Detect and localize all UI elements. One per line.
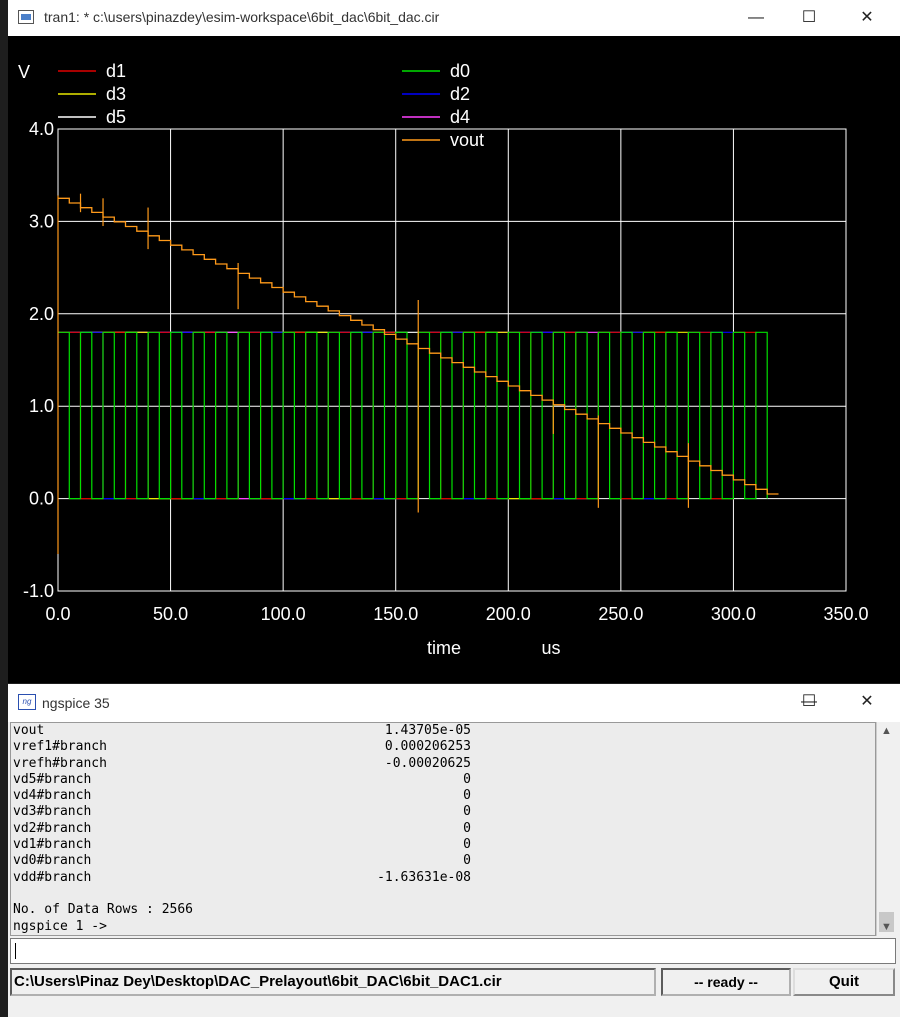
vector-value: 0 [463,771,471,787]
vector-name: vref1#branch [13,739,107,755]
legend-label-d2: d2 [450,84,470,104]
vector-value: 0.000206253 [384,739,471,755]
x-axis-label: time [427,638,461,658]
vector-value: 0 [463,820,471,836]
x-tick-label: 300.0 [711,604,756,624]
output-row: vd0#branch 0 [11,853,875,869]
plot-window-titlebar[interactable]: tran1: * c:\users\pinazdey\esim-workspac… [8,0,900,36]
scroll-down-icon[interactable]: ▼ [881,921,892,933]
ngspice-prompt: ngspice 1 -> [13,918,107,934]
ngspice-app-icon: ng [18,694,36,710]
y-tick-label: 3.0 [29,211,54,231]
status-path: C:\Users\Pinaz Dey\Desktop\DAC_Prelayout… [10,968,656,996]
y-tick-label: -1.0 [23,581,54,601]
y-tick-label: 2.0 [29,304,54,324]
output-row: vd5#branch 0 [11,772,875,788]
x-tick-label: 150.0 [373,604,418,624]
series-line-d0 [58,331,768,500]
plot-window-title: tran1: * c:\users\pinazdey\esim-workspac… [44,9,440,25]
vector-name: vout [13,723,45,738]
waveform-plot[interactable]: 0.0 50.0 100.0 150.0 200.0 250.0 300.0 350.0 4.0… [8,36,900,683]
vector-value: 0 [463,788,471,804]
output-row: vd2#branch 0 [11,821,875,837]
minimize-button[interactable]: — [748,9,764,26]
output-row: vrefh#branch -0.00020625 [11,756,875,772]
data-rows-line: No. of Data Rows : 2566 [13,902,194,918]
legend-label-d3: d3 [106,84,126,104]
output-row: vref1#branch 0.000206253 [11,739,875,755]
command-input[interactable] [10,938,896,964]
ngspice-maximize-button[interactable]: ☐ [801,693,817,710]
output-row: vout 1.43705e-05 [11,723,875,739]
status-ready: -- ready -- [661,968,791,996]
vector-value: 0 [463,853,471,869]
vector-value: -0.00020625 [384,755,471,771]
legend-label-vout: vout [450,130,484,150]
y-axis-label: V [18,62,30,82]
scroll-thumb[interactable] [879,912,894,932]
legend-label-d4: d4 [450,107,470,127]
vector-value: 1.43705e-05 [384,723,471,738]
legend-label-d5: d5 [106,107,126,127]
close-button[interactable]: ✕ [860,9,874,26]
output-row: vd4#branch 0 [11,788,875,804]
maximize-button[interactable]: ☐ [801,9,817,26]
vector-name: vrefh#branch [13,755,107,771]
x-tick-label: 100.0 [261,604,306,624]
ngspice-titlebar[interactable]: ng ngspice 35 — ☐ ✕ [8,684,900,722]
x-tick-label: 350.0 [823,604,868,624]
y-tick-label: 0.0 [29,489,54,509]
ngspice-window: ng ngspice 35 — ☐ ✕ vout 1.43705e-05 vref1… [8,684,900,1017]
plot-window-app-icon [18,10,34,24]
vector-name: vd1#branch [13,837,92,853]
x-tick-label: 250.0 [598,604,643,624]
x-tick-label: 200.0 [486,604,531,624]
legend-label-d0: d0 [450,61,470,81]
vector-name: vdd#branch [13,869,92,885]
vector-value: -1.63631e-08 [377,869,471,885]
y-tick-label: 4.0 [29,119,54,139]
vector-name: vd2#branch [13,820,92,836]
ngspice-output-pane[interactable]: vout 1.43705e-05 vref1#branch 0.000206253 vr… [10,722,876,936]
output-row: vdd#branch -1.63631e-08 [11,870,875,886]
scroll-up-icon[interactable]: ▲ [881,725,892,737]
quit-button[interactable]: Quit [793,968,895,996]
ngspice-title: ngspice 35 [42,695,110,711]
x-tick-label: 0.0 [45,604,70,624]
x-tick-label: 50.0 [153,604,188,624]
vector-value: 0 [463,837,471,853]
vector-name: vd4#branch [13,788,92,804]
ngspice-close-button[interactable]: ✕ [860,693,874,710]
output-row: vd3#branch 0 [11,804,875,820]
text-caret [15,943,16,959]
plot-window: tran1: * c:\users\pinazdey\esim-workspac… [8,0,900,683]
vector-name: vd0#branch [13,853,92,869]
vector-name: vd5#branch [13,771,92,787]
ngspice-minimize-button[interactable]: — [801,693,817,710]
vector-name: vd3#branch [13,804,92,820]
output-row: vd1#branch 0 [11,837,875,853]
y-tick-label: 1.0 [29,396,54,416]
vector-value: 0 [463,804,471,820]
x-axis-unit: us [541,638,560,658]
legend-label-d1: d1 [106,61,126,81]
output-scrollbar[interactable]: ▲ ▼ [876,722,896,936]
